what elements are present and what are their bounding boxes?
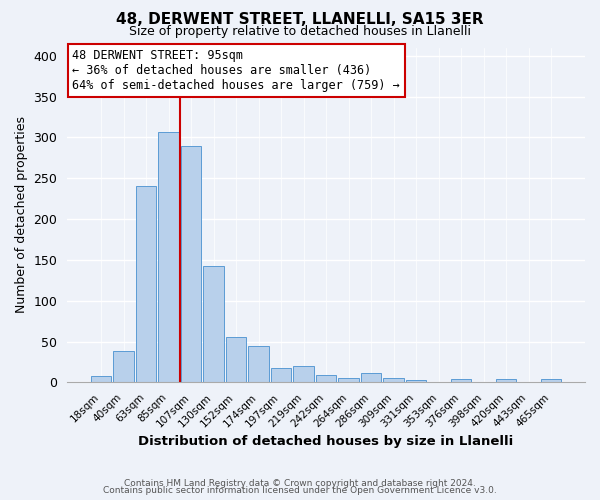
- Bar: [248, 346, 269, 382]
- Bar: [203, 266, 224, 382]
- Bar: [406, 380, 427, 382]
- Y-axis label: Number of detached properties: Number of detached properties: [15, 116, 28, 314]
- Text: 48 DERWENT STREET: 95sqm
← 36% of detached houses are smaller (436)
64% of semi-: 48 DERWENT STREET: 95sqm ← 36% of detach…: [73, 49, 400, 92]
- Bar: [338, 378, 359, 382]
- X-axis label: Distribution of detached houses by size in Llanelli: Distribution of detached houses by size …: [139, 434, 514, 448]
- Text: Size of property relative to detached houses in Llanelli: Size of property relative to detached ho…: [129, 25, 471, 38]
- Text: Contains HM Land Registry data © Crown copyright and database right 2024.: Contains HM Land Registry data © Crown c…: [124, 478, 476, 488]
- Bar: [181, 146, 202, 382]
- Bar: [113, 352, 134, 382]
- Bar: [293, 366, 314, 382]
- Bar: [451, 379, 472, 382]
- Bar: [496, 379, 517, 382]
- Bar: [136, 186, 157, 382]
- Text: 48, DERWENT STREET, LLANELLI, SA15 3ER: 48, DERWENT STREET, LLANELLI, SA15 3ER: [116, 12, 484, 28]
- Bar: [271, 368, 292, 382]
- Bar: [316, 375, 337, 382]
- Bar: [91, 376, 112, 382]
- Bar: [361, 372, 382, 382]
- Bar: [226, 338, 247, 382]
- Bar: [541, 379, 562, 382]
- Bar: [383, 378, 404, 382]
- Text: Contains public sector information licensed under the Open Government Licence v3: Contains public sector information licen…: [103, 486, 497, 495]
- Bar: [158, 132, 179, 382]
